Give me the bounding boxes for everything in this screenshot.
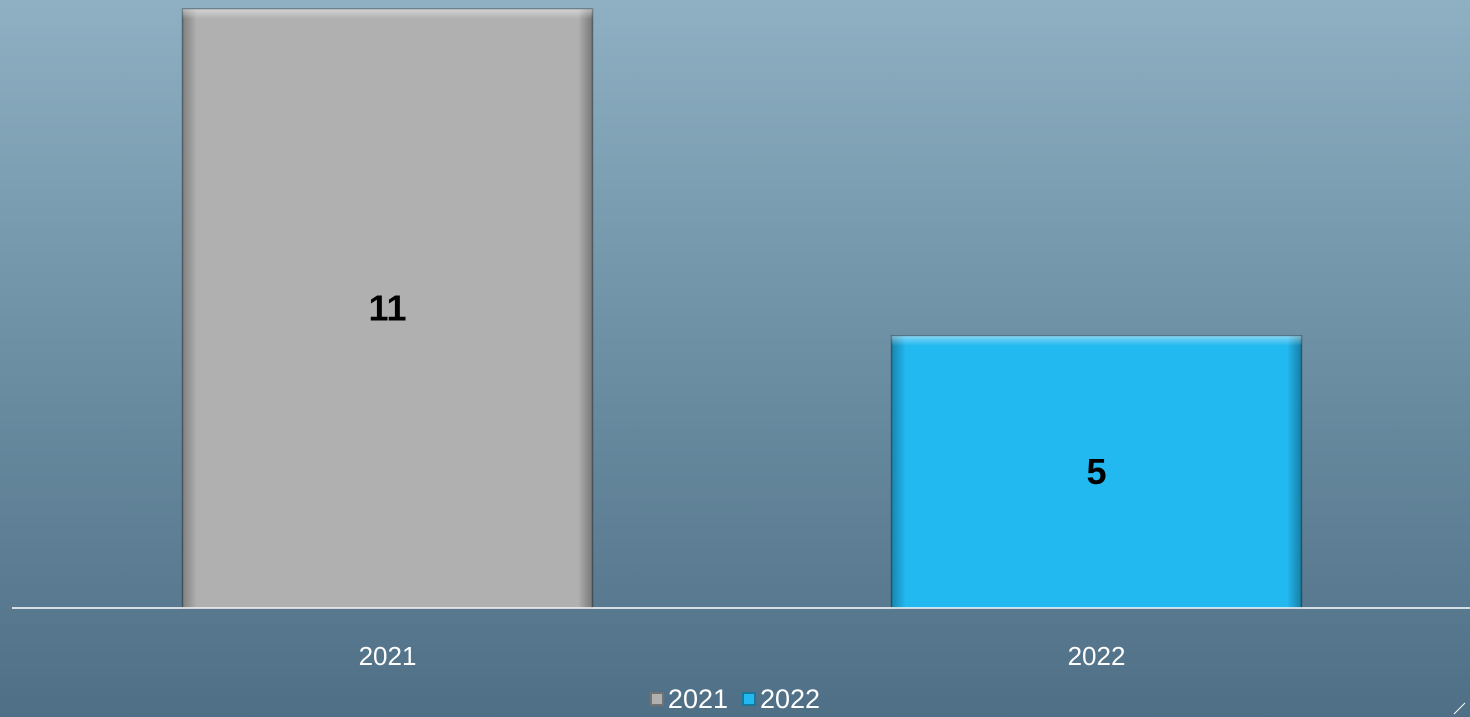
- bar-highlight-2022: [891, 335, 1302, 346]
- legend-item-2022: 2022: [742, 683, 821, 714]
- chart-legend: 2021 2022: [0, 681, 1470, 717]
- bar-highlight-2021: [182, 9, 593, 19]
- legend-swatch-2022: [742, 692, 756, 706]
- bar-bevel-2021: [182, 9, 593, 608]
- legend-label-2022: 2022: [760, 683, 821, 714]
- x-tick-label-2021: 2021: [359, 641, 417, 671]
- data-label-2022: 5: [1086, 451, 1106, 492]
- legend-label-2021: 2021: [667, 683, 728, 714]
- corner-resize-icon: [1453, 702, 1466, 715]
- data-label-2021: 11: [368, 288, 406, 329]
- legend-swatch-2021: [649, 692, 664, 706]
- legend-item-2021: 2021: [649, 683, 728, 714]
- bar-bevel-2022: [891, 335, 1302, 608]
- bar-group-2022: 5: [890, 334, 1303, 609]
- bar-group-2021: 11: [181, 8, 594, 609]
- x-tick-label-2022: 2022: [1068, 641, 1126, 671]
